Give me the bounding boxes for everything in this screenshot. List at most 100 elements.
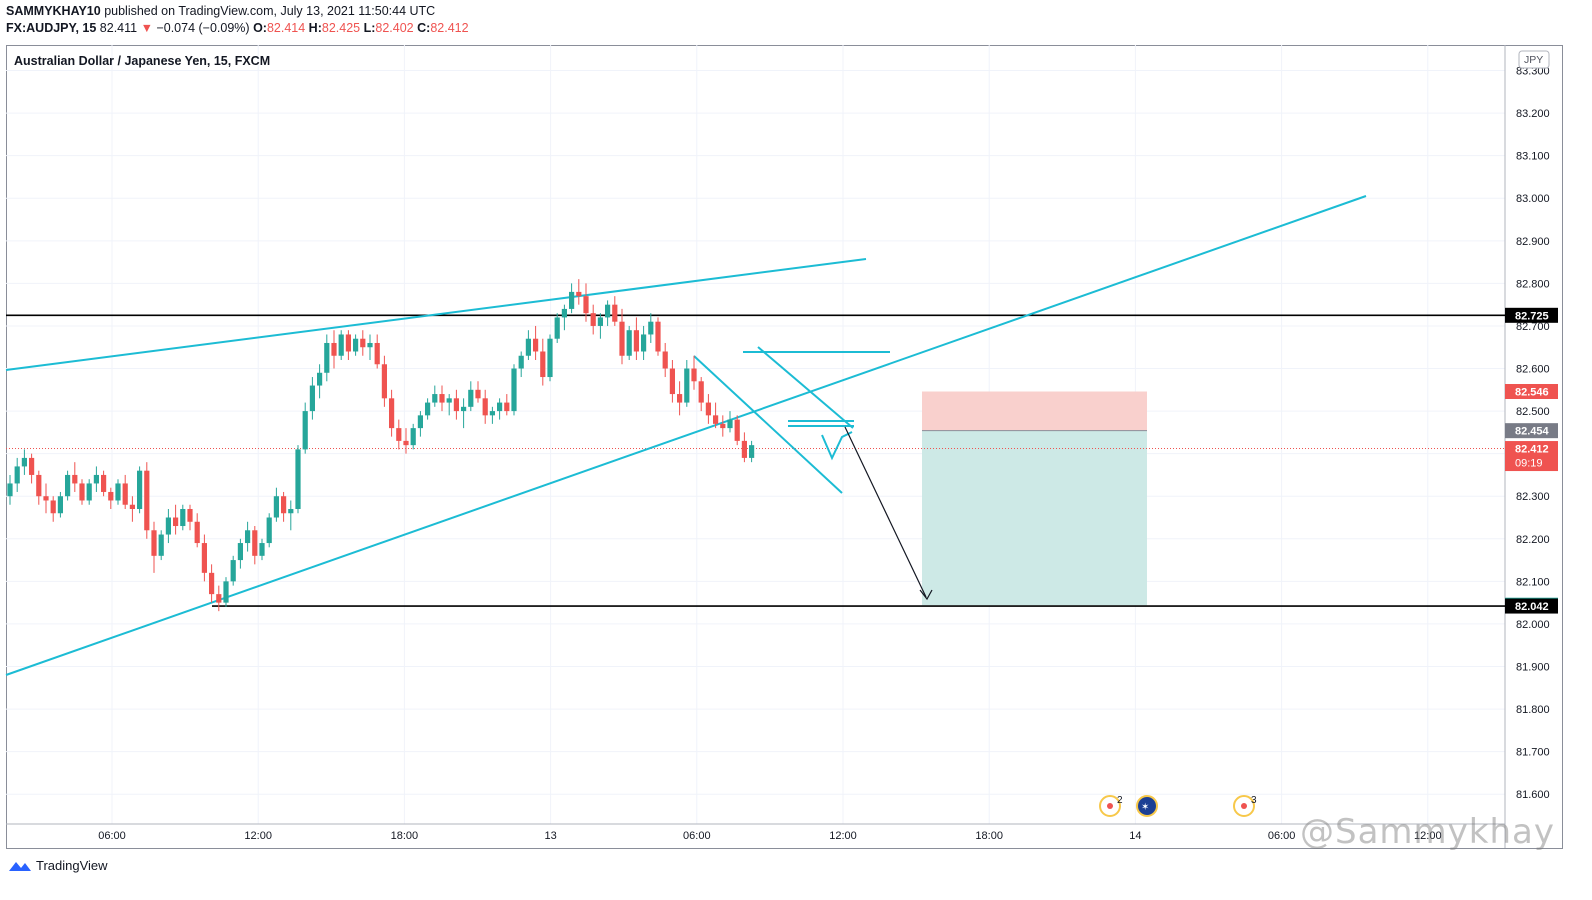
candle[interactable]: [50, 496, 56, 522]
candle[interactable]: [324, 334, 330, 382]
candle[interactable]: [201, 534, 207, 582]
candle[interactable]: [489, 406, 495, 424]
candle[interactable]: [367, 334, 373, 361]
upper-trendline[interactable]: [5, 258, 867, 371]
trendlines[interactable]: [5, 195, 1367, 676]
candle[interactable]: [230, 555, 236, 586]
candle[interactable]: [266, 513, 272, 548]
candle[interactable]: [749, 440, 755, 463]
pennant-zigzag[interactable]: [821, 431, 853, 461]
candle[interactable]: [403, 428, 409, 454]
candle[interactable]: [137, 466, 143, 514]
currency-badge[interactable]: JPY: [1524, 54, 1543, 66]
candle[interactable]: [223, 577, 229, 607]
candle[interactable]: [108, 487, 114, 509]
candle[interactable]: [619, 308, 625, 365]
candle[interactable]: [453, 389, 459, 420]
candle[interactable]: [57, 491, 63, 518]
candle[interactable]: [194, 513, 200, 548]
candle[interactable]: [669, 360, 675, 403]
projection-arrow[interactable]: [844, 426, 927, 598]
candle[interactable]: [14, 457, 20, 492]
candle[interactable]: [173, 504, 179, 535]
candle[interactable]: [561, 304, 567, 331]
candle[interactable]: [691, 355, 697, 390]
candle[interactable]: [165, 508, 171, 544]
candle[interactable]: [554, 313, 560, 343]
candle[interactable]: [144, 462, 150, 539]
candle[interactable]: [720, 415, 726, 437]
candle[interactable]: [482, 389, 488, 424]
channel-upper-line[interactable]: [757, 346, 854, 429]
candle[interactable]: [475, 381, 481, 403]
candle[interactable]: [633, 317, 639, 361]
candle[interactable]: [72, 462, 78, 492]
candle[interactable]: [497, 398, 503, 420]
candle[interactable]: [237, 538, 243, 569]
candle[interactable]: [7, 474, 13, 505]
candle[interactable]: [417, 411, 423, 437]
candle[interactable]: [43, 483, 49, 514]
candle[interactable]: [36, 470, 42, 505]
candle[interactable]: [439, 385, 445, 412]
candle[interactable]: [331, 330, 337, 369]
candle[interactable]: [446, 394, 452, 416]
candle[interactable]: [425, 398, 431, 420]
candle[interactable]: [677, 381, 683, 416]
candle[interactable]: [29, 453, 35, 484]
candle[interactable]: [461, 398, 467, 429]
candle[interactable]: [245, 521, 251, 552]
australia-flag-icon[interactable]: [1136, 795, 1158, 817]
candle[interactable]: [122, 474, 128, 509]
candle[interactable]: [641, 325, 647, 361]
candle[interactable]: [86, 479, 92, 505]
candles[interactable]: [7, 279, 755, 612]
candle[interactable]: [21, 449, 27, 475]
candle[interactable]: [626, 325, 632, 361]
candle[interactable]: [158, 530, 164, 561]
candle[interactable]: [612, 296, 618, 326]
candle[interactable]: [533, 325, 539, 361]
candle[interactable]: [374, 334, 380, 369]
candle[interactable]: [705, 394, 711, 424]
candle[interactable]: [583, 283, 589, 322]
candle[interactable]: [540, 338, 546, 386]
candle[interactable]: [504, 394, 510, 416]
candle[interactable]: [309, 377, 315, 420]
candle[interactable]: [396, 419, 402, 450]
candle[interactable]: [115, 479, 121, 505]
candle[interactable]: [590, 304, 596, 335]
candle[interactable]: [741, 432, 747, 463]
currency-badge-box[interactable]: [1518, 50, 1550, 69]
candle[interactable]: [576, 279, 582, 305]
candle[interactable]: [410, 423, 416, 450]
candle[interactable]: [252, 526, 258, 565]
candle[interactable]: [727, 411, 733, 433]
candle[interactable]: [273, 487, 279, 522]
candle[interactable]: [569, 283, 575, 314]
stop-loss-zone[interactable]: [922, 391, 1147, 431]
candle[interactable]: [338, 330, 344, 361]
candle[interactable]: [547, 334, 553, 382]
candle[interactable]: [345, 330, 351, 361]
channel-lower-line[interactable]: [693, 355, 843, 494]
author-name[interactable]: SAMMYKHAY10: [6, 4, 101, 18]
candle[interactable]: [216, 585, 222, 612]
candle[interactable]: [180, 504, 186, 531]
tradingview-logo[interactable]: TradingView: [8, 858, 108, 873]
candle[interactable]: [302, 402, 308, 454]
ascending-trendline[interactable]: [5, 195, 1367, 676]
candle[interactable]: [151, 521, 157, 573]
candle[interactable]: [713, 402, 719, 429]
candle[interactable]: [511, 364, 517, 416]
candle[interactable]: [698, 377, 704, 412]
events-bar[interactable]: 2 ✶ 3: [1099, 795, 1257, 817]
candle[interactable]: [65, 470, 71, 501]
candle[interactable]: [655, 317, 661, 356]
take-profit-zone[interactable]: [922, 430, 1147, 606]
candle[interactable]: [468, 381, 474, 412]
candle[interactable]: [597, 313, 603, 339]
candle[interactable]: [684, 360, 690, 407]
candle[interactable]: [259, 538, 265, 561]
